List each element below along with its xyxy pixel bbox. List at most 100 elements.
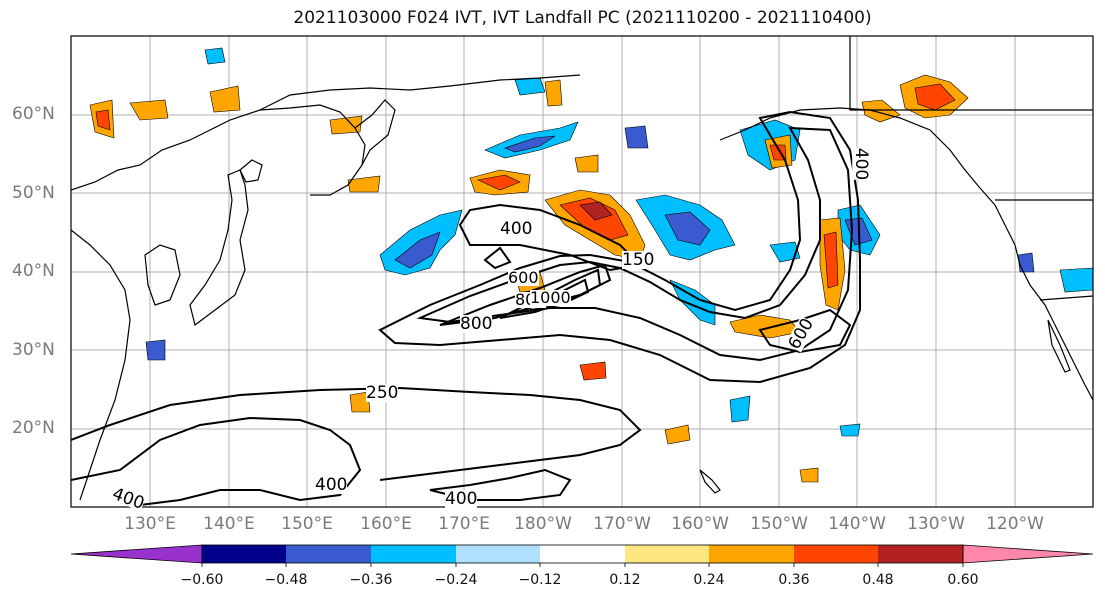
contour-line <box>71 416 362 506</box>
colorbar-tick-label: −0.60 <box>180 572 224 588</box>
colorbar-segment <box>878 545 963 563</box>
colorbar-tick-label: −0.24 <box>434 572 478 588</box>
negative-region <box>769 241 801 263</box>
lon-label: 150°E <box>281 514 333 534</box>
negative-region <box>664 211 711 246</box>
negative-region <box>624 125 649 149</box>
contour-line <box>378 110 861 384</box>
mexico-border <box>1039 295 1093 301</box>
contour-label: 150 <box>622 250 655 270</box>
negative-region <box>729 395 751 423</box>
colorbar-segment <box>286 545 371 563</box>
positive-region <box>347 175 381 193</box>
lon-label: 160°W <box>671 514 729 534</box>
positive-region <box>349 391 371 413</box>
positive-region <box>544 79 563 107</box>
colorbar-segment <box>202 545 286 563</box>
contour-label: 600 <box>508 268 539 287</box>
colorbar-tick-label: −0.36 <box>349 572 393 588</box>
negative-region <box>504 135 556 153</box>
contour-label: 1000 <box>530 288 571 307</box>
lat-label: 50°N <box>12 183 55 203</box>
lon-label: 140°W <box>828 514 886 534</box>
na-west-coast <box>994 204 1093 401</box>
coastlines <box>71 36 1093 501</box>
positive-region <box>477 174 521 191</box>
canada-border <box>849 36 1093 111</box>
positive-region <box>574 154 599 173</box>
lon-label: 150°W <box>750 514 808 534</box>
contour-line <box>71 386 642 481</box>
lon-label: 140°E <box>203 514 255 534</box>
colorbar-segment <box>625 545 709 563</box>
colorbar-tick-label: 0.12 <box>609 572 641 588</box>
lat-label: 40°N <box>12 261 55 281</box>
colorbar-tick-label: 0.48 <box>862 572 894 588</box>
negative-region <box>1059 267 1093 293</box>
positive-region <box>914 83 956 111</box>
lon-label: 160°E <box>360 514 412 534</box>
lon-label: 170°W <box>593 514 651 534</box>
asia-coast <box>71 104 366 196</box>
colorbar-segment <box>456 545 540 563</box>
lon-label: 130°W <box>907 514 965 534</box>
map-title: 2021103000 F024 IVT, IVT Landfall PC (20… <box>293 8 872 28</box>
colorbar-segment <box>540 545 625 563</box>
contour-line <box>458 203 643 272</box>
colorbar-tick-label: 0.36 <box>778 572 810 588</box>
colorbar-segment <box>794 545 878 563</box>
kamchatka <box>354 99 396 166</box>
positive-region <box>209 85 241 113</box>
colorbar-tick-label: −0.12 <box>518 572 562 588</box>
positive-region <box>95 109 111 131</box>
lat-label: 60°N <box>12 104 55 124</box>
contour-label: 400 <box>500 219 533 239</box>
colorbar-tick-label: 0.24 <box>693 572 725 588</box>
colorbar-segment <box>709 545 794 563</box>
contour-label: 800 <box>460 314 493 334</box>
colorbar-extend-right <box>962 544 1094 564</box>
positive-region <box>861 99 901 123</box>
alaska-coast <box>719 107 996 206</box>
hawaii <box>699 469 721 494</box>
ivt-contours <box>71 110 861 506</box>
lon-label: 120°W <box>986 514 1044 534</box>
contour-line <box>429 468 572 501</box>
negative-region <box>394 231 441 269</box>
map-plot-area <box>71 36 1093 507</box>
contour-label: 400 <box>851 147 872 181</box>
korea-peninsula <box>144 244 181 306</box>
lon-label: 130°E <box>124 514 176 534</box>
colorbar-extend-left <box>70 544 203 564</box>
colorbar-tick-label: 0.60 <box>947 572 979 588</box>
china-coast <box>71 229 131 501</box>
negative-region <box>514 77 546 96</box>
positive-region <box>664 424 691 445</box>
hokkaido <box>239 159 263 183</box>
contour-line <box>483 246 512 270</box>
baja <box>1047 319 1071 373</box>
positive-region <box>579 201 613 221</box>
negative-region <box>145 339 166 361</box>
siberia-coast <box>259 74 581 111</box>
contour-label: 400 <box>315 475 348 495</box>
colorbar-tick-label: −0.48 <box>264 572 308 588</box>
lon-label: 170°E <box>438 514 490 534</box>
colorbar <box>70 544 1094 567</box>
positive-region <box>823 231 839 289</box>
lat-label: 30°N <box>12 340 55 360</box>
positive-region <box>129 99 169 121</box>
contour-label: 250 <box>366 383 399 403</box>
lon-label: 180°W <box>514 514 572 534</box>
negative-region <box>204 47 226 65</box>
ivt-shading <box>89 47 1093 483</box>
negative-region <box>1017 252 1035 273</box>
colorbar-segment <box>371 545 456 563</box>
positive-region <box>329 115 363 135</box>
positive-region <box>799 467 819 483</box>
positive-region <box>579 361 607 381</box>
negative-region <box>839 423 861 437</box>
map-frame <box>70 35 1094 508</box>
contour-label: 400 <box>445 489 478 509</box>
